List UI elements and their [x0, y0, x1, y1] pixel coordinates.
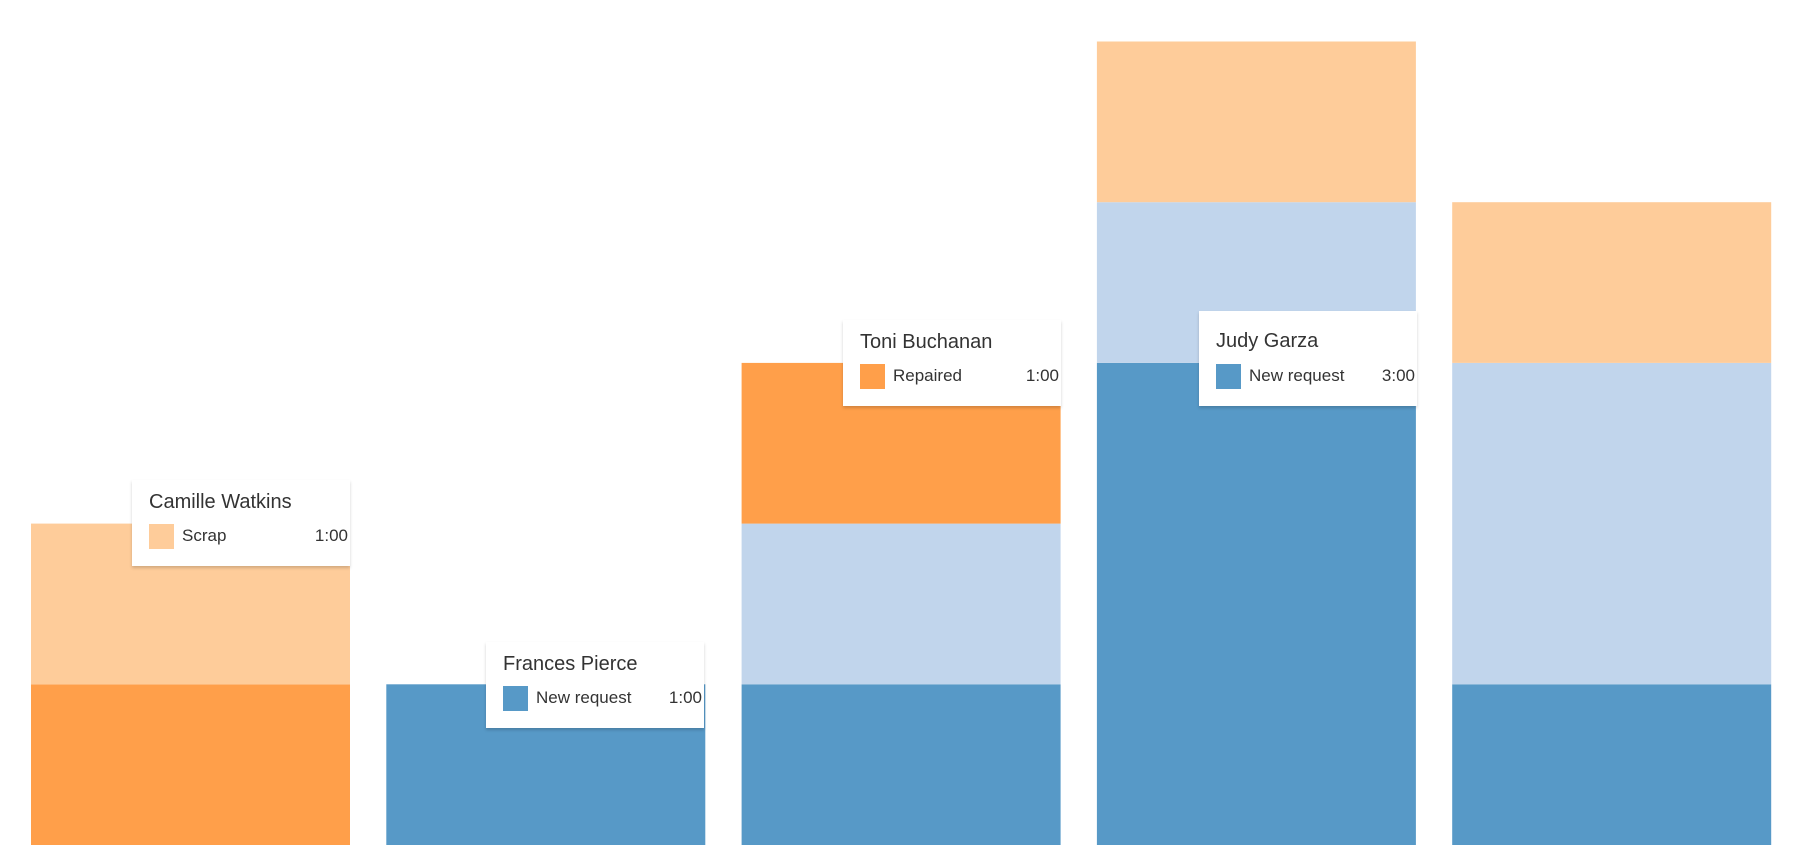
- tooltip-value: 3:00: [1381, 366, 1415, 385]
- tooltip-value: 1:00: [314, 526, 348, 545]
- tooltip-value: 1:00: [1025, 366, 1059, 385]
- legend-swatch: [860, 364, 885, 389]
- tooltip-toni-buchanan: Toni Buchanan Repaired 1:00: [843, 320, 1061, 406]
- tooltip-value: 1:00: [668, 688, 702, 707]
- bar-segment-5-scrap[interactable]: [1452, 202, 1772, 363]
- bar-segment-5-new-request[interactable]: [1452, 684, 1772, 845]
- bar-segment-1-repaired[interactable]: [31, 684, 350, 845]
- bar-segment-3-series-2[interactable]: [741, 523, 1061, 685]
- bar-segment-5-series-2[interactable]: [1452, 362, 1772, 685]
- tooltip-name: Judy Garza: [1216, 330, 1319, 352]
- tooltip-series-label: New request: [536, 688, 632, 707]
- tooltip-series-label: Repaired: [893, 366, 962, 385]
- bar-segment-4-new-request[interactable]: [1096, 362, 1416, 845]
- tooltip-name: Camille Watkins: [149, 491, 292, 513]
- tooltip-name: Frances Pierce: [503, 653, 638, 675]
- bar-segment-4-scrap[interactable]: [1096, 41, 1416, 203]
- legend-swatch: [149, 524, 174, 549]
- tooltip-name: Toni Buchanan: [860, 331, 993, 353]
- legend-swatch: [503, 686, 528, 711]
- tooltip-series-label: New request: [1249, 366, 1345, 385]
- legend-swatch: [1216, 364, 1241, 389]
- tooltip-series-label: Scrap: [182, 526, 227, 545]
- tooltip-judy-garza: Judy Garza New request 3:00: [1199, 311, 1417, 406]
- bar-segment-3-new-request[interactable]: [741, 684, 1061, 845]
- tooltip-camille-watkins: Camille Watkins Scrap 1:00: [132, 480, 350, 566]
- tooltip-frances-pierce: Frances Pierce New request 1:00: [486, 642, 704, 728]
